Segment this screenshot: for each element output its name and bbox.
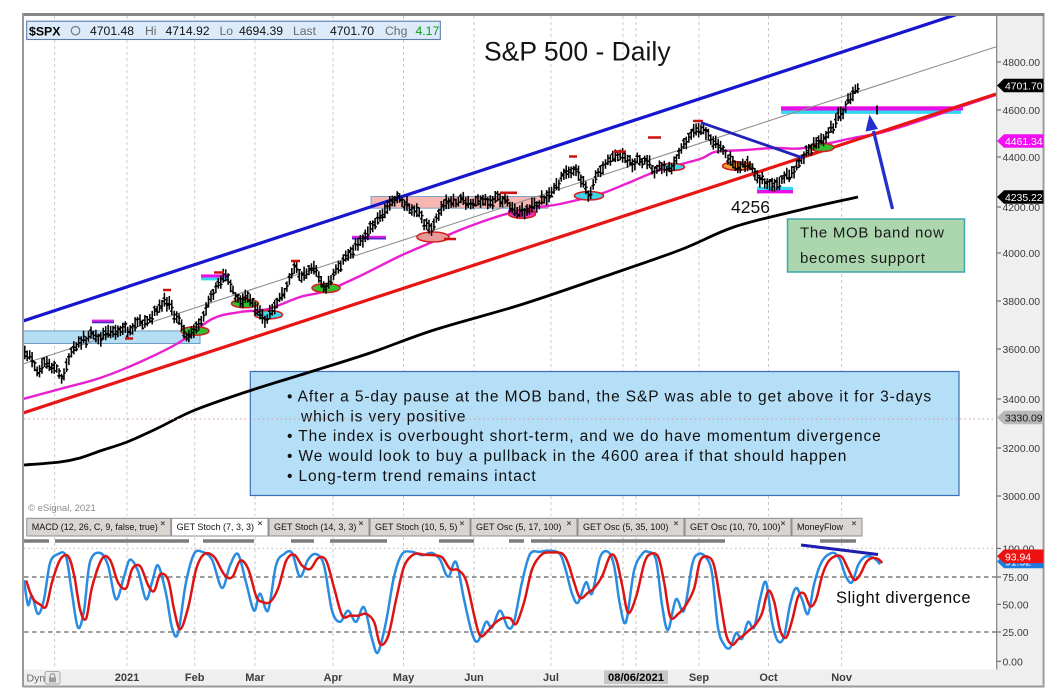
svg-text:Jun: Jun	[464, 672, 484, 684]
svg-text:Nov: Nov	[831, 672, 853, 684]
svg-text:$SPX: $SPX	[29, 24, 61, 38]
svg-text:GET Osc (5, 17, 100): GET Osc (5, 17, 100)	[476, 522, 561, 532]
svg-text:08/06/2021: 08/06/2021	[608, 672, 664, 684]
svg-text:×: ×	[781, 518, 786, 528]
svg-text:3000.00: 3000.00	[1003, 492, 1041, 503]
svg-text:4701.48: 4701.48	[90, 24, 134, 38]
svg-text:×: ×	[460, 518, 465, 528]
svg-text:×: ×	[258, 518, 263, 528]
svg-text:×: ×	[567, 518, 572, 528]
svg-text:GET Osc (5, 35, 100): GET Osc (5, 35, 100)	[583, 522, 668, 532]
svg-text:×: ×	[359, 518, 364, 528]
svg-text:4000.00: 4000.00	[1003, 249, 1041, 260]
svg-text:93.94: 93.94	[1005, 552, 1031, 563]
svg-text:2021: 2021	[115, 672, 139, 684]
svg-text:Oct: Oct	[759, 672, 778, 684]
svg-text:GET Stoch (10, 5, 5): GET Stoch (10, 5, 5)	[375, 522, 457, 532]
svg-text:4256: 4256	[731, 197, 770, 217]
svg-text:×: ×	[674, 518, 679, 528]
svg-text:4235.22: 4235.22	[1005, 193, 1043, 204]
svg-text:Dyn: Dyn	[27, 673, 46, 685]
svg-text:Jul: Jul	[543, 672, 559, 684]
svg-text:75.00: 75.00	[1003, 573, 1029, 584]
svg-text:25.00: 25.00	[1003, 628, 1029, 639]
svg-text:Hi: Hi	[145, 24, 157, 38]
svg-text:• Long-term trend remains inta: • Long-term trend remains intact	[287, 468, 537, 485]
svg-text:becomes support: becomes support	[800, 250, 926, 267]
svg-text:3200.00: 3200.00	[1003, 444, 1041, 455]
svg-text:50.00: 50.00	[1003, 600, 1029, 611]
svg-text:4.17: 4.17	[416, 24, 440, 38]
svg-text:4461.34: 4461.34	[1005, 137, 1043, 148]
svg-text:4400.00: 4400.00	[1003, 153, 1041, 164]
svg-text:4714.92: 4714.92	[166, 24, 210, 38]
svg-text:GET Stoch (7, 3, 3): GET Stoch (7, 3, 3)	[177, 522, 254, 532]
svg-text:Lo: Lo	[220, 24, 234, 38]
svg-text:May: May	[393, 672, 415, 684]
svg-text:© eSignal, 2021: © eSignal, 2021	[28, 503, 96, 514]
svg-text:MACD (12, 26, C, 9, false, tru: MACD (12, 26, C, 9, false, true)	[32, 522, 158, 532]
svg-text:Apr: Apr	[324, 672, 344, 684]
svg-text:4694.39: 4694.39	[239, 24, 283, 38]
svg-text:Slight divergence: Slight divergence	[836, 589, 971, 607]
svg-text:4701.70: 4701.70	[330, 24, 374, 38]
svg-text:3600.00: 3600.00	[1003, 345, 1041, 356]
svg-text:Last: Last	[293, 24, 317, 38]
svg-text:Feb: Feb	[185, 672, 205, 684]
svg-text:4600.00: 4600.00	[1003, 106, 1041, 117]
svg-text:4800.00: 4800.00	[1003, 58, 1041, 69]
svg-text:3330.09: 3330.09	[1005, 414, 1043, 425]
svg-text:which is very positive: which is very positive	[300, 408, 466, 425]
svg-text:MoneyFlow: MoneyFlow	[797, 522, 844, 532]
svg-text:Sep: Sep	[689, 672, 709, 684]
svg-text:×: ×	[852, 518, 857, 528]
svg-text:3800.00: 3800.00	[1003, 297, 1041, 308]
svg-text:3400.00: 3400.00	[1003, 395, 1041, 406]
svg-text:4200.00: 4200.00	[1003, 203, 1041, 214]
svg-text:The MOB band now: The MOB band now	[800, 225, 945, 242]
svg-text:Mar: Mar	[245, 672, 265, 684]
svg-text:• The index is overbought shor: • The index is overbought short-term, an…	[287, 428, 882, 445]
svg-text:Chg: Chg	[385, 24, 407, 38]
svg-text:×: ×	[160, 518, 165, 528]
svg-text:GET Stoch (14, 3, 3): GET Stoch (14, 3, 3)	[274, 522, 356, 532]
svg-text:0.00: 0.00	[1003, 657, 1023, 668]
svg-text:GET Osc (10, 70, 100): GET Osc (10, 70, 100)	[690, 522, 780, 532]
svg-text:4701.70: 4701.70	[1005, 82, 1043, 93]
svg-text:• After a 5-day pause at the M: • After a 5-day pause at the MOB band, t…	[287, 389, 932, 406]
svg-text:S&P 500 - Daily: S&P 500 - Daily	[484, 37, 671, 67]
svg-text:• We would look to buy a pullb: • We would look to buy a pullback in the…	[287, 448, 847, 465]
